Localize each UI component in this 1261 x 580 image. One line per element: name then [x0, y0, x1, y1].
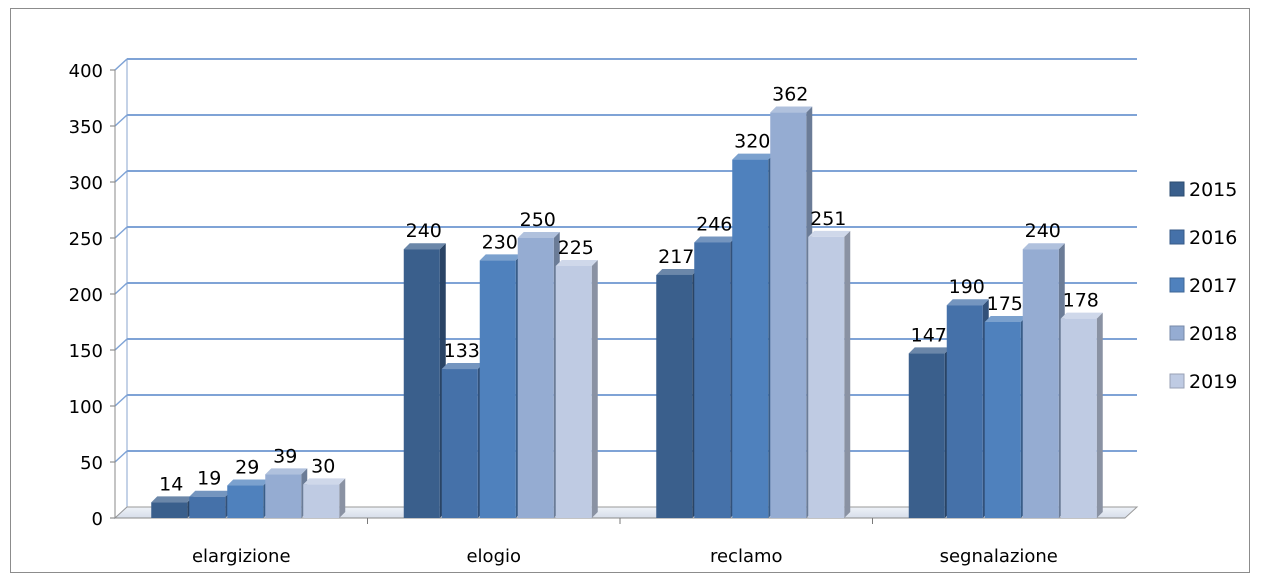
- gridline-diagonal: [114, 114, 128, 127]
- data-label: 30: [311, 455, 335, 477]
- bar-top: [1060, 312, 1103, 319]
- bar-top: [151, 496, 194, 503]
- bar: [908, 353, 945, 518]
- bar-top: [946, 299, 989, 306]
- bar: [403, 249, 440, 518]
- x-tick-label: segnalazione: [940, 546, 1058, 567]
- bar: [151, 502, 188, 518]
- y-tick-label: 400: [69, 61, 103, 82]
- bar-top: [770, 106, 813, 113]
- bar-top: [1022, 243, 1065, 250]
- bar: [227, 485, 264, 518]
- data-label: 217: [658, 246, 694, 268]
- bar-top: [984, 316, 1027, 322]
- legend-label: 2016: [1189, 227, 1237, 249]
- gridline-diagonal: [114, 282, 128, 295]
- data-label: 133: [444, 340, 480, 362]
- x-tick-label: elogio: [466, 546, 521, 567]
- y-tick-label: 350: [69, 117, 103, 138]
- bar-top: [441, 363, 484, 370]
- bar: [441, 369, 478, 518]
- bar: [555, 266, 592, 518]
- legend-swatch: [1169, 373, 1185, 389]
- data-label: 29: [235, 457, 259, 479]
- data-label: 190: [949, 276, 985, 298]
- data-label: 39: [273, 445, 297, 467]
- legend-swatch: [1169, 277, 1185, 293]
- legend-swatch: [1169, 229, 1185, 245]
- bar-top: [303, 478, 346, 485]
- bar-side: [844, 230, 851, 518]
- bar-top: [694, 236, 737, 243]
- legend-label: 2019: [1189, 371, 1237, 393]
- gridline-diagonal: [114, 394, 128, 407]
- bar-top: [227, 479, 270, 486]
- bar: [946, 305, 983, 518]
- bar: [265, 474, 302, 518]
- data-label: 175: [987, 293, 1023, 315]
- y-tick-label: 50: [80, 453, 103, 474]
- legend-swatch: [1169, 325, 1185, 341]
- data-label: 225: [558, 237, 594, 259]
- bar-side: [1096, 312, 1103, 518]
- bar-top: [555, 260, 598, 266]
- data-label: 362: [772, 84, 808, 106]
- legend-label: 2015: [1189, 179, 1237, 201]
- data-label: 320: [734, 131, 770, 153]
- y-tick-label: 250: [69, 229, 103, 250]
- bar: [1022, 249, 1059, 518]
- data-label: 19: [197, 468, 221, 490]
- bar-top: [908, 347, 951, 354]
- bar: [770, 112, 807, 518]
- data-label: 250: [520, 209, 556, 231]
- bar: [303, 484, 340, 518]
- gridline-diagonal: [114, 226, 128, 239]
- bar: [189, 496, 226, 518]
- bar: [479, 260, 516, 518]
- bar: [694, 242, 731, 519]
- legend-label: 2017: [1189, 275, 1237, 297]
- legend-label: 2018: [1189, 323, 1237, 345]
- bar: [984, 322, 1021, 518]
- data-label: 240: [406, 220, 442, 242]
- data-label: 246: [696, 213, 732, 235]
- legend: 2015 2016 2017 2018 2019: [1169, 179, 1237, 393]
- bar: [656, 274, 693, 518]
- x-tick-label: reclamo: [710, 546, 783, 567]
- bar: [517, 238, 554, 518]
- y-tick-label: 300: [69, 173, 103, 194]
- data-label: 14: [159, 473, 183, 495]
- bar-top: [732, 153, 775, 160]
- gridline-diagonal: [114, 450, 128, 463]
- data-label: 147: [911, 324, 947, 346]
- data-label: 240: [1025, 220, 1061, 242]
- gridline-diagonal: [114, 170, 128, 183]
- y-tick-label: 150: [69, 341, 103, 362]
- label-layer: 0 50 100 150 200 250 300 350 400 14 19 29 39 30 elargi…: [69, 61, 1099, 567]
- bar-side: [339, 478, 346, 518]
- y-tick-label: 0: [92, 509, 103, 530]
- bar-top: [265, 468, 308, 475]
- gridline-diagonal: [114, 338, 128, 351]
- gridline-diagonal: [114, 58, 128, 71]
- x-tick-label: elargizione: [192, 546, 291, 567]
- legend-swatch: [1169, 181, 1185, 197]
- bar: [808, 236, 845, 518]
- bar-top: [479, 254, 522, 261]
- data-label: 178: [1063, 290, 1099, 312]
- bar-top: [189, 490, 232, 497]
- bar-layer: [151, 106, 1103, 519]
- y-tick-label: 200: [69, 285, 103, 306]
- bar: [1060, 318, 1097, 518]
- bar-side: [591, 260, 598, 518]
- y-tick-label: 100: [69, 397, 103, 418]
- bar-top: [517, 232, 560, 238]
- bar: [732, 159, 769, 518]
- bar-top: [656, 268, 699, 275]
- bar-top: [403, 243, 446, 250]
- bar-top: [808, 230, 851, 237]
- data-label: 230: [482, 231, 518, 253]
- data-label: 251: [810, 208, 846, 230]
